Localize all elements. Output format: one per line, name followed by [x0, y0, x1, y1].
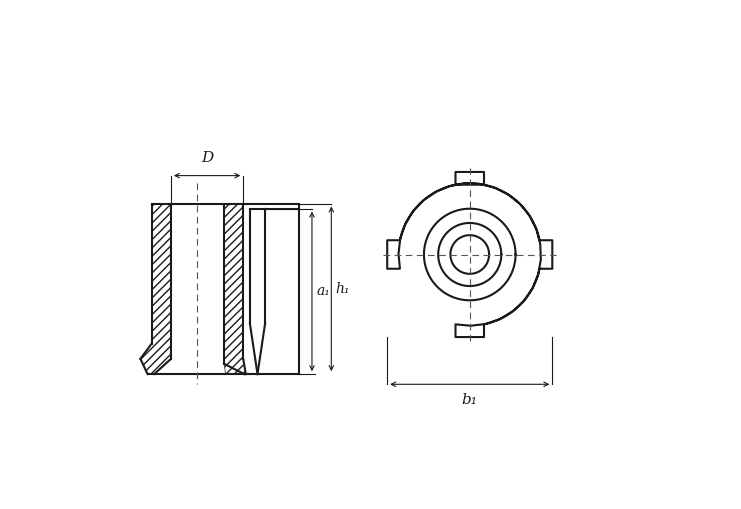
Text: D: D	[201, 151, 213, 165]
Polygon shape	[225, 204, 246, 374]
Text: h₁: h₁	[336, 282, 350, 296]
Polygon shape	[388, 172, 552, 337]
Polygon shape	[141, 204, 171, 374]
Text: a₁: a₁	[316, 285, 330, 298]
Text: b₁: b₁	[462, 393, 478, 408]
